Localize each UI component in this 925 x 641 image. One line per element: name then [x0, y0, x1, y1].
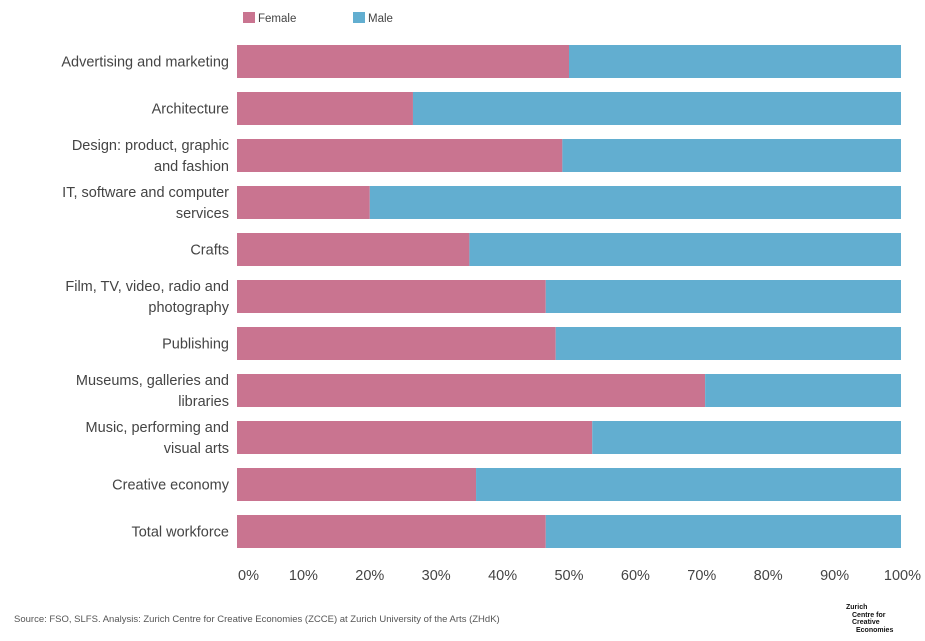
- x-tick-label-3: 30%: [422, 568, 451, 584]
- bar-female-0: [237, 45, 569, 78]
- legend-label-male: Male: [368, 13, 393, 25]
- bar-female-10: [237, 515, 546, 548]
- bar-male-8: [592, 421, 901, 454]
- category-label-8-line-1: visual arts: [164, 441, 229, 457]
- x-tick-label-1: 10%: [289, 568, 318, 584]
- bar-female-9: [237, 468, 477, 501]
- zcce-logo: Zurich Centre for Creative Economies: [846, 604, 906, 638]
- category-label-10: Total workforce: [131, 525, 229, 541]
- category-label-4: Crafts: [190, 243, 229, 259]
- source-note: Source: FSO, SLFS. Analysis: Zurich Cent…: [14, 614, 500, 625]
- category-label-0: Advertising and marketing: [61, 55, 229, 71]
- bar-female-5: [237, 280, 546, 313]
- bar-male-9: [476, 468, 901, 501]
- bar-male-6: [555, 327, 901, 360]
- bar-female-1: [237, 92, 413, 125]
- category-label-9: Creative economy: [112, 478, 230, 494]
- category-label-2-line-0: Design: product, graphic: [72, 138, 229, 154]
- x-tick-label-8: 80%: [754, 568, 783, 584]
- logo-line-4: Economies: [856, 626, 894, 634]
- x-tick-label-10: 100%: [884, 568, 921, 584]
- x-tick-label-7: 70%: [687, 568, 716, 584]
- bar-male-1: [412, 92, 901, 125]
- x-tick-label-4: 40%: [488, 568, 517, 584]
- category-label-8-line-0: Music, performing and: [86, 420, 229, 436]
- bar-female-3: [237, 186, 370, 219]
- category-label-3-line-0: IT, software and computer: [62, 185, 229, 201]
- bar-female-4: [237, 233, 470, 266]
- x-tick-label-6: 60%: [621, 568, 650, 584]
- category-label-5-line-1: photography: [148, 300, 229, 316]
- legend-label-female: Female: [258, 13, 296, 25]
- category-label-6: Publishing: [162, 337, 229, 353]
- bar-female-7: [237, 374, 706, 407]
- bar-male-10: [545, 515, 901, 548]
- x-tick-label-5: 50%: [554, 568, 583, 584]
- logo-line-2: Centre for: [852, 611, 886, 619]
- logo-line-1: Zurich: [846, 604, 868, 611]
- x-tick-label-2: 20%: [355, 568, 384, 584]
- bar-female-2: [237, 139, 563, 172]
- category-label-5-line-0: Film, TV, video, radio and: [65, 279, 229, 295]
- bar-female-8: [237, 421, 593, 454]
- bar-female-6: [237, 327, 556, 360]
- bar-male-2: [562, 139, 901, 172]
- x-tick-label-9: 90%: [820, 568, 849, 584]
- bar-male-7: [705, 374, 901, 407]
- bar-male-4: [469, 233, 901, 266]
- legend-swatch-male: [353, 12, 365, 23]
- category-label-7-line-0: Museums, galleries and: [76, 373, 229, 389]
- legend-swatch-female: [243, 12, 255, 23]
- bar-male-5: [545, 280, 901, 313]
- category-label-2-line-1: and fashion: [154, 159, 229, 175]
- x-tick-label-0: 0%: [238, 568, 259, 584]
- category-label-1: Architecture: [152, 102, 229, 118]
- bar-male-0: [569, 45, 901, 78]
- logo-line-3: Creative: [852, 619, 880, 626]
- category-label-3-line-1: services: [176, 206, 229, 222]
- bar-male-3: [369, 186, 901, 219]
- category-label-7-line-1: libraries: [178, 394, 229, 410]
